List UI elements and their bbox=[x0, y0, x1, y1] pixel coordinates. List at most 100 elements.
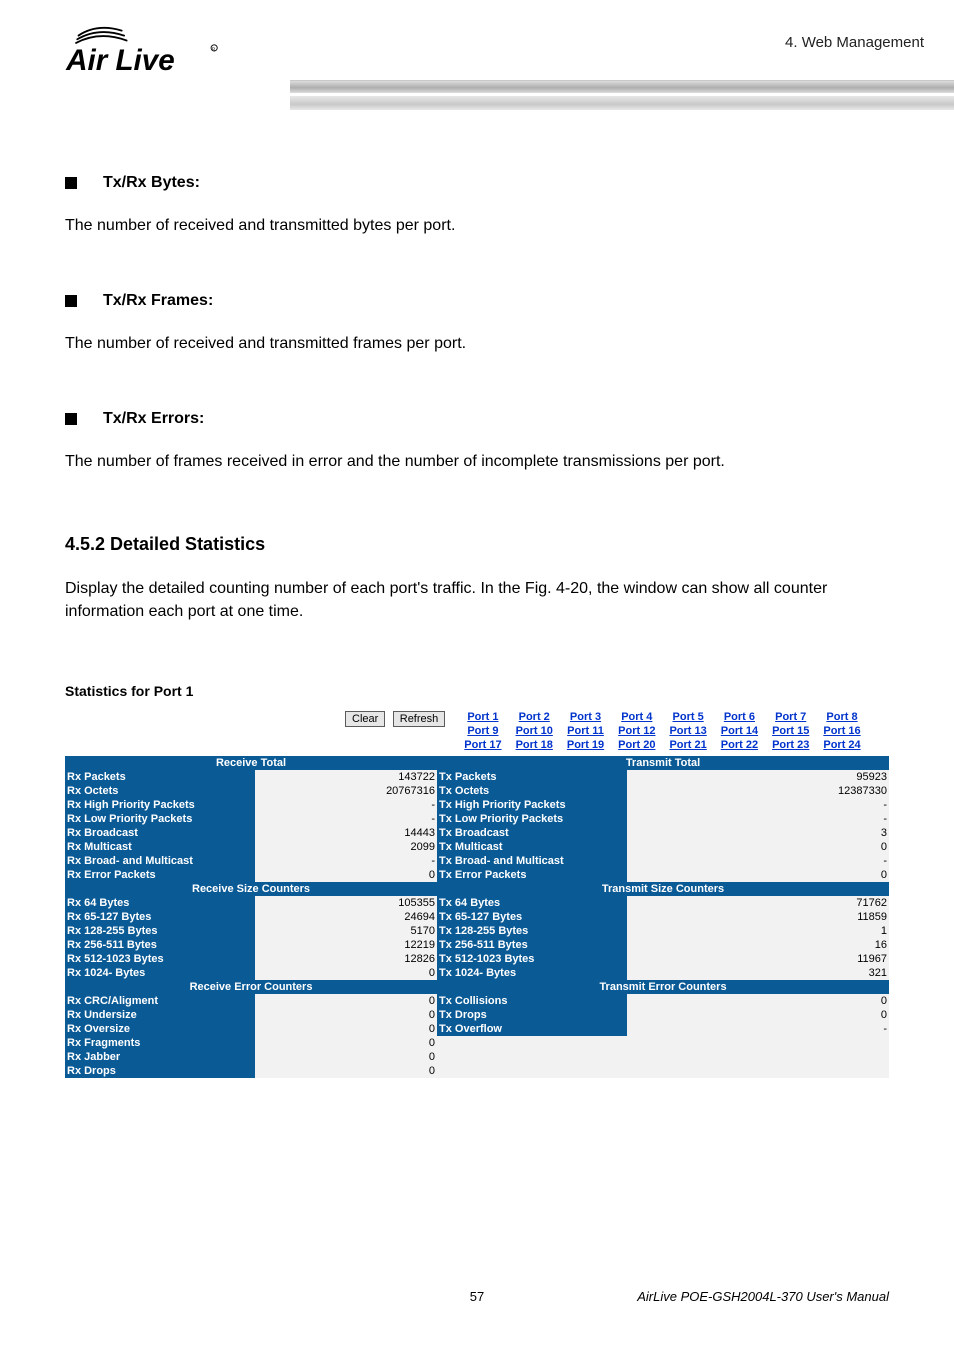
stat-value: 0 bbox=[255, 966, 437, 980]
port-link[interactable]: Port 5 bbox=[673, 711, 704, 723]
port-link[interactable]: Port 22 bbox=[721, 739, 758, 751]
stat-label: Rx Multicast bbox=[65, 840, 255, 854]
bullet-title: Tx/Rx Frames: bbox=[103, 292, 213, 310]
stat-label: Tx 128-255 Bytes bbox=[437, 924, 627, 938]
bullet-txrx-errors: Tx/Rx Errors: bbox=[65, 410, 889, 428]
bullet-txrx-frames: Tx/Rx Frames: bbox=[65, 292, 889, 310]
stat-label: Rx Packets bbox=[65, 770, 255, 784]
stat-label: Tx 65-127 Bytes bbox=[437, 910, 627, 924]
bullet-txrx-bytes: Tx/Rx Bytes: bbox=[65, 174, 889, 192]
stat-label bbox=[437, 1064, 627, 1078]
stat-value: 0 bbox=[255, 1064, 437, 1078]
bullet-txrx-frames-text: The number of received and transmitted f… bbox=[65, 332, 889, 355]
stat-label: Tx Drops bbox=[437, 1008, 627, 1022]
square-bullet-icon bbox=[65, 177, 77, 189]
port-link[interactable]: Port 2 bbox=[519, 711, 550, 723]
stat-value: 105355 bbox=[255, 896, 437, 910]
stat-label: Rx Undersize bbox=[65, 1008, 255, 1022]
stat-value: 95923 bbox=[627, 770, 889, 784]
stat-label: Rx Broad- and Multicast bbox=[65, 854, 255, 868]
section-text: Display the detailed counting number of … bbox=[65, 577, 889, 623]
stats-header-cell: Receive Total bbox=[65, 756, 437, 770]
port-link[interactable]: Port 23 bbox=[772, 739, 809, 751]
section-heading: 4.5.2 Detailed Statistics bbox=[65, 534, 889, 555]
stat-label: Tx Octets bbox=[437, 784, 627, 798]
stat-value: 0 bbox=[255, 1036, 437, 1050]
port-link[interactable]: Port 1 bbox=[467, 711, 498, 723]
stat-label: Rx Broadcast bbox=[65, 826, 255, 840]
stat-value: - bbox=[627, 854, 889, 868]
stat-label: Rx CRC/Aligment bbox=[65, 994, 255, 1008]
port-link[interactable]: Port 14 bbox=[721, 725, 758, 737]
bullet-txrx-bytes-text: The number of received and transmitted b… bbox=[65, 214, 889, 237]
port-link[interactable]: Port 8 bbox=[826, 711, 857, 723]
port-link[interactable]: Port 10 bbox=[516, 725, 553, 737]
header-gradient-bar-2 bbox=[290, 96, 954, 110]
port-link[interactable]: Port 21 bbox=[669, 739, 706, 751]
stat-value: 0 bbox=[255, 868, 437, 882]
port-link[interactable]: Port 16 bbox=[823, 725, 860, 737]
bullet-txrx-errors-text: The number of frames received in error a… bbox=[65, 450, 889, 473]
port-link[interactable]: Port 11 bbox=[567, 725, 604, 737]
stat-value: - bbox=[627, 798, 889, 812]
refresh-button[interactable]: Refresh bbox=[393, 711, 446, 727]
port-link[interactable]: Port 7 bbox=[775, 711, 806, 723]
port-link[interactable]: Port 6 bbox=[724, 711, 755, 723]
stats-header-cell: Receive Size Counters bbox=[65, 882, 437, 896]
stat-label: Tx Multicast bbox=[437, 840, 627, 854]
port-link[interactable]: Port 4 bbox=[621, 711, 652, 723]
stat-label: Tx 64 Bytes bbox=[437, 896, 627, 910]
stat-value: 0 bbox=[255, 1050, 437, 1064]
stat-value: 12219 bbox=[255, 938, 437, 952]
header-gradient-bar bbox=[290, 80, 954, 93]
stat-label: Rx Drops bbox=[65, 1064, 255, 1078]
port-links-table: Port 1 Port 2 Port 3 Port 4 Port 5 Port 6 Port… bbox=[456, 709, 868, 753]
square-bullet-icon bbox=[65, 295, 77, 307]
stat-value: 11967 bbox=[627, 952, 889, 966]
header-section-label: 4. Web Management bbox=[785, 34, 924, 51]
port-link[interactable]: Port 20 bbox=[618, 739, 655, 751]
bullet-title: Tx/Rx Bytes: bbox=[103, 174, 200, 192]
stat-label: Tx Broadcast bbox=[437, 826, 627, 840]
stat-value: 0 bbox=[627, 868, 889, 882]
stat-label: Rx 256-511 Bytes bbox=[65, 938, 255, 952]
stat-label: Tx Low Priority Packets bbox=[437, 812, 627, 826]
stat-label: Tx 512-1023 Bytes bbox=[437, 952, 627, 966]
stat-label: Rx Octets bbox=[65, 784, 255, 798]
clear-button[interactable]: Clear bbox=[345, 711, 385, 727]
manual-title: AirLive POE-GSH2004L-370 User's Manual bbox=[637, 1289, 889, 1304]
port-link[interactable]: Port 18 bbox=[516, 739, 553, 751]
port-link[interactable]: Port 17 bbox=[464, 739, 501, 751]
stat-label: Rx Error Packets bbox=[65, 868, 255, 882]
stat-value: 3 bbox=[627, 826, 889, 840]
stat-value: 14443 bbox=[255, 826, 437, 840]
stat-value: 5170 bbox=[255, 924, 437, 938]
stat-label: Rx High Priority Packets bbox=[65, 798, 255, 812]
stat-value: 0 bbox=[627, 994, 889, 1008]
stat-value bbox=[627, 1050, 889, 1064]
stat-label: Rx Jabber bbox=[65, 1050, 255, 1064]
stats-table: Receive TotalTransmit TotalRx Packets143… bbox=[65, 756, 889, 1078]
port-link[interactable]: Port 13 bbox=[669, 725, 706, 737]
stat-label: Rx 65-127 Bytes bbox=[65, 910, 255, 924]
port-link[interactable]: Port 3 bbox=[570, 711, 601, 723]
stat-value: - bbox=[255, 812, 437, 826]
stat-value: 321 bbox=[627, 966, 889, 980]
port-link[interactable]: Port 24 bbox=[823, 739, 860, 751]
stat-label: Tx Collisions bbox=[437, 994, 627, 1008]
stats-title: Statistics for Port 1 bbox=[65, 683, 889, 699]
port-link[interactable]: Port 9 bbox=[467, 725, 498, 737]
stat-value: 0 bbox=[255, 994, 437, 1008]
stat-label: Tx Overflow bbox=[437, 1022, 627, 1036]
stat-value bbox=[627, 1064, 889, 1078]
port-link[interactable]: Port 15 bbox=[772, 725, 809, 737]
port-link[interactable]: Port 19 bbox=[567, 739, 604, 751]
statistics-screenshot: Statistics for Port 1 Clear Refresh Port… bbox=[65, 683, 889, 1078]
port-link[interactable]: Port 12 bbox=[618, 725, 655, 737]
stat-label: Rx Low Priority Packets bbox=[65, 812, 255, 826]
stat-label: Tx Packets bbox=[437, 770, 627, 784]
svg-text:Air Live: Air Live bbox=[65, 44, 175, 77]
stats-header-cell: Transmit Error Counters bbox=[437, 980, 889, 994]
stat-label: Tx High Priority Packets bbox=[437, 798, 627, 812]
page-header: Air Live R 4. Web Management bbox=[0, 0, 954, 110]
